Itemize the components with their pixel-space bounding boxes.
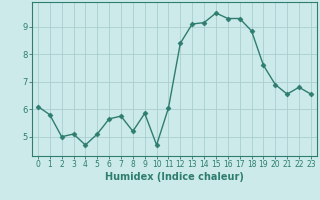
X-axis label: Humidex (Indice chaleur): Humidex (Indice chaleur): [105, 172, 244, 182]
